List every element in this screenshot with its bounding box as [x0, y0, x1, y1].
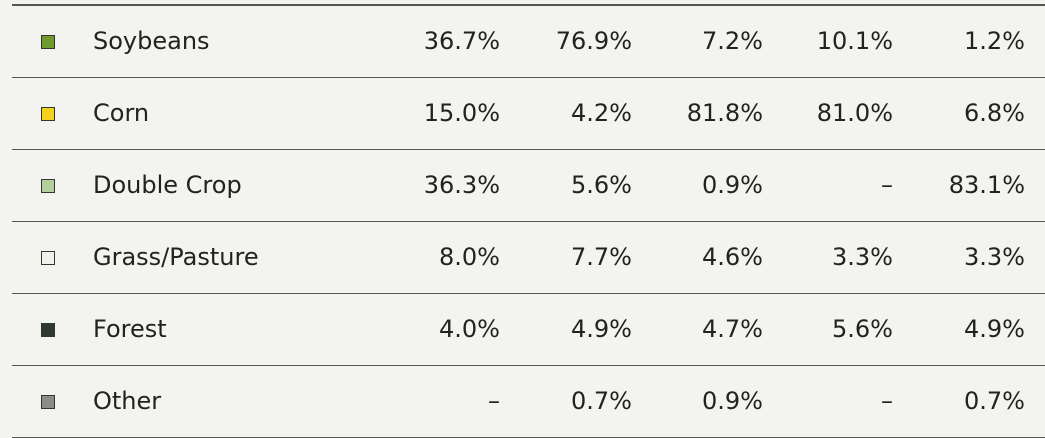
table-cell: 4.9% [905, 294, 1025, 365]
row-label: Double Crop [93, 150, 242, 221]
table-cell: 7.7% [512, 222, 632, 293]
table-cell: 83.1% [905, 150, 1025, 221]
table-cell: 36.7% [380, 6, 500, 77]
table-cell: – [773, 150, 893, 221]
color-swatch [41, 323, 55, 337]
table-cell: 81.8% [643, 78, 763, 149]
table-cell: 5.6% [512, 150, 632, 221]
table-cell: 4.7% [643, 294, 763, 365]
color-swatch [41, 251, 55, 265]
table-cell: 76.9% [512, 6, 632, 77]
table-row: Corn 15.0%4.2%81.8%81.0%6.8% [12, 78, 1045, 150]
table-cell: 4.6% [643, 222, 763, 293]
page: Soybeans 36.7%76.9%7.2%10.1%1.2% Corn 15.0%… [0, 0, 1045, 434]
table-cell: 0.9% [643, 150, 763, 221]
row-label: Corn [93, 78, 149, 149]
table-cell: 0.7% [512, 366, 632, 437]
color-swatch [41, 35, 55, 49]
table: Soybeans 36.7%76.9%7.2%10.1%1.2% Corn 15.0%… [12, 4, 1045, 438]
table-cell: 0.9% [643, 366, 763, 437]
table-cell: 3.3% [905, 222, 1025, 293]
table-cell: – [380, 366, 500, 437]
row-label: Grass/Pasture [93, 222, 259, 293]
row-label: Other [93, 366, 161, 437]
table-cell: 6.8% [905, 78, 1025, 149]
table-cell: 3.3% [773, 222, 893, 293]
table-cell: 10.1% [773, 6, 893, 77]
table-cell: 4.2% [512, 78, 632, 149]
table-row: Double Crop 36.3%5.6%0.9%–83.1% [12, 150, 1045, 222]
color-swatch [41, 179, 55, 193]
table-cell: 81.0% [773, 78, 893, 149]
row-label: Forest [93, 294, 167, 365]
table-cell: 15.0% [380, 78, 500, 149]
table-row: Other–0.7%0.9%–0.7% [12, 366, 1045, 438]
table-cell: – [773, 366, 893, 437]
table-cell: 8.0% [380, 222, 500, 293]
color-swatch [41, 395, 55, 409]
table-cell: 7.2% [643, 6, 763, 77]
table-cell: 1.2% [905, 6, 1025, 77]
table-row: Soybeans 36.7%76.9%7.2%10.1%1.2% [12, 6, 1045, 78]
table-cell: 4.0% [380, 294, 500, 365]
table-cell: 4.9% [512, 294, 632, 365]
table-cell: 0.7% [905, 366, 1025, 437]
color-swatch [41, 107, 55, 121]
table-cell: 5.6% [773, 294, 893, 365]
row-label: Soybeans [93, 6, 210, 77]
table-cell: 36.3% [380, 150, 500, 221]
